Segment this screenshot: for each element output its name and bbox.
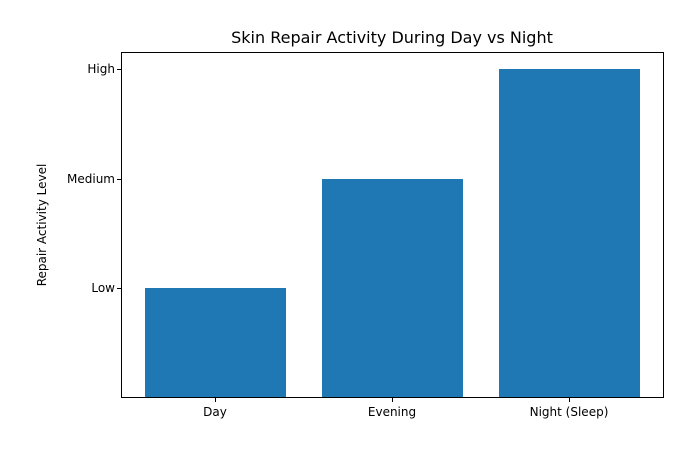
y-tick <box>117 69 121 71</box>
bar-night <box>499 69 640 397</box>
bar-evening <box>322 178 463 397</box>
y-tick <box>117 287 121 289</box>
y-tick-label-low: Low <box>91 280 115 295</box>
x-tick-label-night: Night (Sleep) <box>529 405 609 419</box>
y-tick-label-medium: Medium <box>67 171 115 186</box>
y-axis-label: Repair Activity Level <box>35 163 49 287</box>
x-tick <box>569 398 570 402</box>
x-tick <box>215 398 216 402</box>
bar-day <box>145 287 286 397</box>
y-tick-label-high: High <box>87 62 115 77</box>
x-tick-label-evening: Evening <box>367 405 417 419</box>
plot-area: Day Evening Night (Sleep) Low Medium Hig… <box>67 52 664 419</box>
x-tick-label-day: Day <box>203 405 227 419</box>
x-tick <box>392 398 393 402</box>
chart-title: Skin Repair Activity During Day vs Night <box>231 28 553 47</box>
y-tick <box>117 178 121 180</box>
